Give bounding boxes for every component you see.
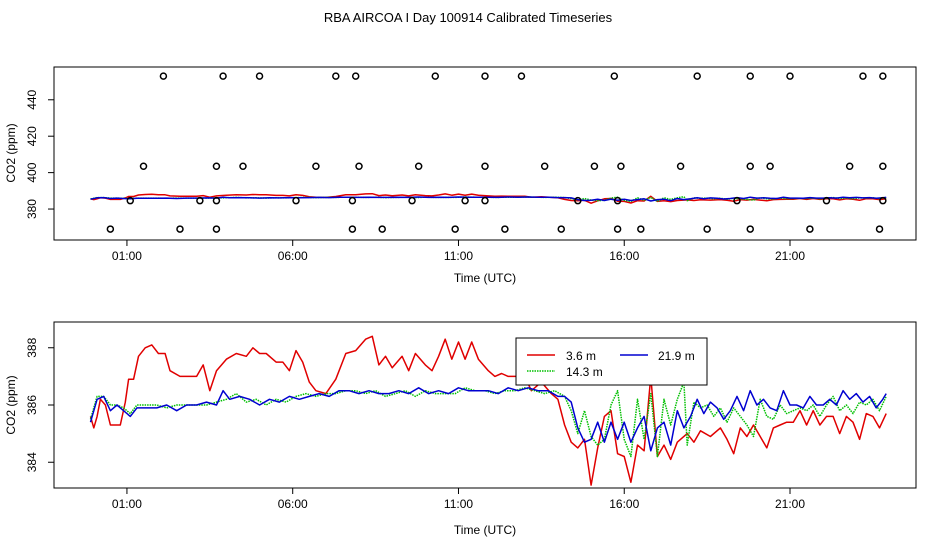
- flag-point: [676, 162, 685, 170]
- flag-point: [431, 72, 440, 80]
- flag-point: [312, 162, 320, 170]
- panel-bottom-y-label: CO2 (ppm): [4, 375, 18, 434]
- flag-point: [613, 196, 622, 205]
- series-line-top-3-6-m: [90, 192, 887, 204]
- panel-top-frame: [53, 66, 917, 241]
- x-tick-label-top-21-00: 21:00: [775, 249, 805, 263]
- flag-point: [859, 72, 867, 80]
- x-tick-label-bottom-11-00: 11:00: [444, 497, 473, 511]
- panel-top-co2-overview: 01:00 06:00 11:00 16:00 21:00 380 400 420 440 T…: [4, 66, 917, 285]
- flag-point: [139, 162, 148, 170]
- flag-point: [501, 225, 509, 233]
- flag-point: [574, 196, 582, 205]
- flag-point: [613, 225, 622, 233]
- panel-top-y-axis: 380 400 420 440: [25, 89, 54, 219]
- flag-point: [292, 196, 300, 205]
- flag-point: [176, 225, 184, 233]
- flag-point: [879, 72, 887, 80]
- flag-point: [733, 196, 741, 205]
- panel-top-y-label: CO2 (ppm): [4, 123, 18, 182]
- panel-bottom-x-label: Time (UTC): [454, 523, 516, 537]
- flag-point: [414, 162, 423, 170]
- panel-top-x-axis: 01:00 06:00 11:00 16:00 21:00: [112, 240, 805, 263]
- panel-top-series: [90, 192, 887, 204]
- y-tick-label-bottom-386: 386: [25, 395, 39, 415]
- x-tick-label-top-01-00: 01:00: [112, 249, 142, 263]
- flag-point: [517, 72, 526, 80]
- flag-point: [746, 225, 754, 233]
- series-line-bottom-3-6-m: [89, 335, 887, 486]
- flag-point: [875, 225, 884, 233]
- flag-point: [461, 196, 469, 205]
- x-tick-label-bottom-21-00: 21:00: [775, 497, 805, 511]
- panel-bottom-x-axis: 01:00 06:00 11:00 16:00 21:00: [112, 488, 805, 511]
- flag-point: [451, 225, 459, 233]
- flag-point: [106, 225, 115, 233]
- flag-point: [822, 196, 831, 205]
- flag-point: [879, 162, 887, 170]
- flag-point: [481, 162, 489, 170]
- panel-bottom-series: [89, 335, 887, 486]
- legend-label-21-9-m: 21.9 m: [658, 349, 695, 363]
- x-tick-label-top-11-00: 11:00: [444, 249, 473, 263]
- flag-point: [348, 196, 357, 205]
- legend-label-3-6-m: 3.6 m: [566, 349, 596, 363]
- flag-point: [212, 162, 221, 170]
- flag-point: [126, 196, 135, 205]
- x-tick-label-bottom-16-00: 16:00: [609, 497, 639, 511]
- flag-point: [378, 225, 386, 233]
- panel-top-x-label: Time (UTC): [454, 271, 516, 285]
- flag-point: [332, 72, 340, 80]
- flag-point: [806, 225, 814, 233]
- flag-point: [845, 162, 854, 170]
- flag-point: [159, 72, 168, 80]
- flag-point: [219, 72, 227, 80]
- legend-label-14-3-m: 14.3 m: [566, 365, 603, 379]
- flag-point: [703, 225, 711, 233]
- flag-point: [239, 162, 247, 170]
- y-tick-label-bottom-384: 384: [25, 452, 39, 472]
- flag-point: [879, 196, 887, 205]
- flag-point: [540, 162, 549, 170]
- flag-point: [746, 72, 754, 80]
- panel-bottom-co2-detail: 01:00 06:00 11:00 16:00 21:00 384 386 388 Time…: [4, 321, 917, 537]
- panel-bottom-y-axis: 384 386 388: [25, 337, 54, 472]
- flag-point: [481, 72, 489, 80]
- x-tick-label-bottom-01-00: 01:00: [112, 497, 142, 511]
- x-tick-label-top-06-00: 06:00: [278, 249, 308, 263]
- legend: 3.6 m 21.9 m 14.3 m: [515, 337, 708, 386]
- x-tick-label-bottom-06-00: 06:00: [278, 497, 308, 511]
- flag-point: [766, 162, 774, 170]
- panel-top-flag-points: [106, 72, 887, 233]
- flag-point: [481, 196, 489, 205]
- flag-point: [746, 162, 754, 170]
- flag-point: [617, 162, 625, 170]
- flag-point: [351, 72, 360, 80]
- y-tick-label-top-440: 440: [25, 89, 39, 109]
- x-tick-label-top-16-00: 16:00: [609, 249, 639, 263]
- flag-point: [693, 72, 701, 80]
- flag-point: [212, 196, 221, 205]
- flag-point: [590, 162, 599, 170]
- flag-point: [355, 162, 363, 170]
- legend-box: [515, 337, 708, 386]
- flag-point: [255, 72, 264, 80]
- flag-point: [557, 225, 566, 233]
- y-tick-label-bottom-388: 388: [25, 337, 39, 357]
- flag-point: [610, 72, 619, 80]
- y-tick-label-top-380: 380: [25, 199, 39, 219]
- series-line-bottom-21-9-m: [89, 387, 887, 452]
- flag-point: [348, 225, 357, 233]
- flag-point: [196, 196, 204, 205]
- flag-point: [408, 196, 416, 205]
- flag-point: [212, 225, 221, 233]
- series-line-top-21-9-m: [90, 196, 887, 202]
- y-tick-label-top-420: 420: [25, 126, 39, 146]
- flag-point: [637, 225, 645, 233]
- figure-title: RBA AIRCOA I Day 100914 Calibrated Times…: [324, 10, 613, 25]
- flag-point: [786, 72, 794, 80]
- y-tick-label-top-400: 400: [25, 162, 39, 182]
